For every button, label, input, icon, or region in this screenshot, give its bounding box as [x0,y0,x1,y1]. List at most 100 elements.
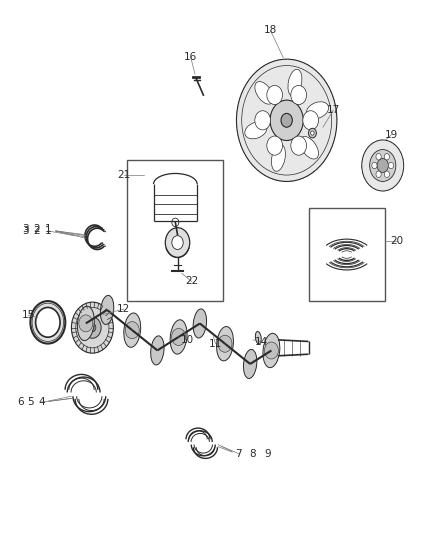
Circle shape [172,236,183,249]
Polygon shape [328,95,333,99]
Polygon shape [285,59,287,66]
Circle shape [255,111,271,130]
Text: 16: 16 [184,52,197,62]
Polygon shape [400,168,403,171]
Polygon shape [237,125,242,127]
Polygon shape [332,123,337,125]
Circle shape [372,163,377,168]
Ellipse shape [170,320,187,354]
Polygon shape [250,77,255,83]
Polygon shape [289,59,291,66]
Circle shape [30,301,65,344]
Polygon shape [271,172,275,179]
FancyBboxPatch shape [127,160,223,301]
Polygon shape [268,171,271,177]
Polygon shape [376,141,379,146]
Polygon shape [399,157,403,161]
Text: 10: 10 [181,335,194,345]
Ellipse shape [245,122,267,139]
Text: 18: 18 [264,26,277,36]
Ellipse shape [124,313,141,348]
Polygon shape [362,165,365,168]
Ellipse shape [100,295,114,325]
Text: 3: 3 [22,226,29,236]
Text: 4: 4 [38,397,45,407]
Polygon shape [299,61,302,68]
Polygon shape [331,113,337,116]
Polygon shape [378,186,381,191]
Polygon shape [283,175,285,181]
Polygon shape [266,64,269,70]
Polygon shape [322,83,327,88]
Polygon shape [362,160,366,163]
Text: 11: 11 [209,338,222,349]
Polygon shape [329,99,335,103]
Polygon shape [389,141,392,147]
Polygon shape [325,147,331,152]
Polygon shape [374,184,377,190]
Text: 2: 2 [33,226,40,236]
Circle shape [35,308,60,337]
Polygon shape [241,93,247,98]
Text: 8: 8 [250,449,256,458]
Polygon shape [261,167,265,174]
Text: 2: 2 [33,224,40,234]
Polygon shape [296,60,298,67]
Polygon shape [246,152,251,158]
Circle shape [384,171,389,177]
Circle shape [311,131,314,135]
Polygon shape [253,74,258,80]
Circle shape [377,159,389,172]
Polygon shape [399,173,403,176]
Ellipse shape [255,332,261,344]
Circle shape [389,163,394,168]
Polygon shape [400,163,404,165]
Polygon shape [387,185,390,190]
Circle shape [362,140,404,191]
Circle shape [303,111,318,130]
Ellipse shape [288,69,302,96]
Circle shape [84,317,101,338]
Ellipse shape [216,327,233,361]
Polygon shape [330,104,336,108]
Polygon shape [239,137,244,141]
Polygon shape [302,63,306,70]
Polygon shape [290,175,293,181]
Text: 15: 15 [21,310,35,320]
Polygon shape [292,60,294,66]
Polygon shape [313,163,318,170]
Polygon shape [366,179,371,183]
Polygon shape [380,140,383,144]
Polygon shape [277,60,279,67]
Ellipse shape [272,144,286,171]
Ellipse shape [300,136,318,159]
Polygon shape [396,177,400,181]
Polygon shape [321,154,326,160]
Polygon shape [323,151,328,156]
Polygon shape [297,173,300,180]
Circle shape [218,335,232,352]
Circle shape [125,321,139,338]
Circle shape [308,128,316,138]
Text: 1: 1 [45,224,51,234]
Polygon shape [237,106,243,110]
Polygon shape [363,155,367,158]
Circle shape [265,342,279,359]
Polygon shape [324,86,329,92]
Text: 17: 17 [327,105,340,115]
Polygon shape [364,175,368,179]
Polygon shape [318,157,324,164]
Polygon shape [330,131,336,134]
Polygon shape [307,168,311,175]
Polygon shape [310,166,314,173]
Polygon shape [394,181,398,185]
Polygon shape [370,182,374,187]
Polygon shape [257,165,261,171]
Polygon shape [331,108,336,112]
Ellipse shape [244,350,257,378]
Polygon shape [314,72,319,79]
Circle shape [291,136,307,155]
Polygon shape [398,152,402,156]
Circle shape [89,324,96,332]
Text: 20: 20 [391,236,404,246]
